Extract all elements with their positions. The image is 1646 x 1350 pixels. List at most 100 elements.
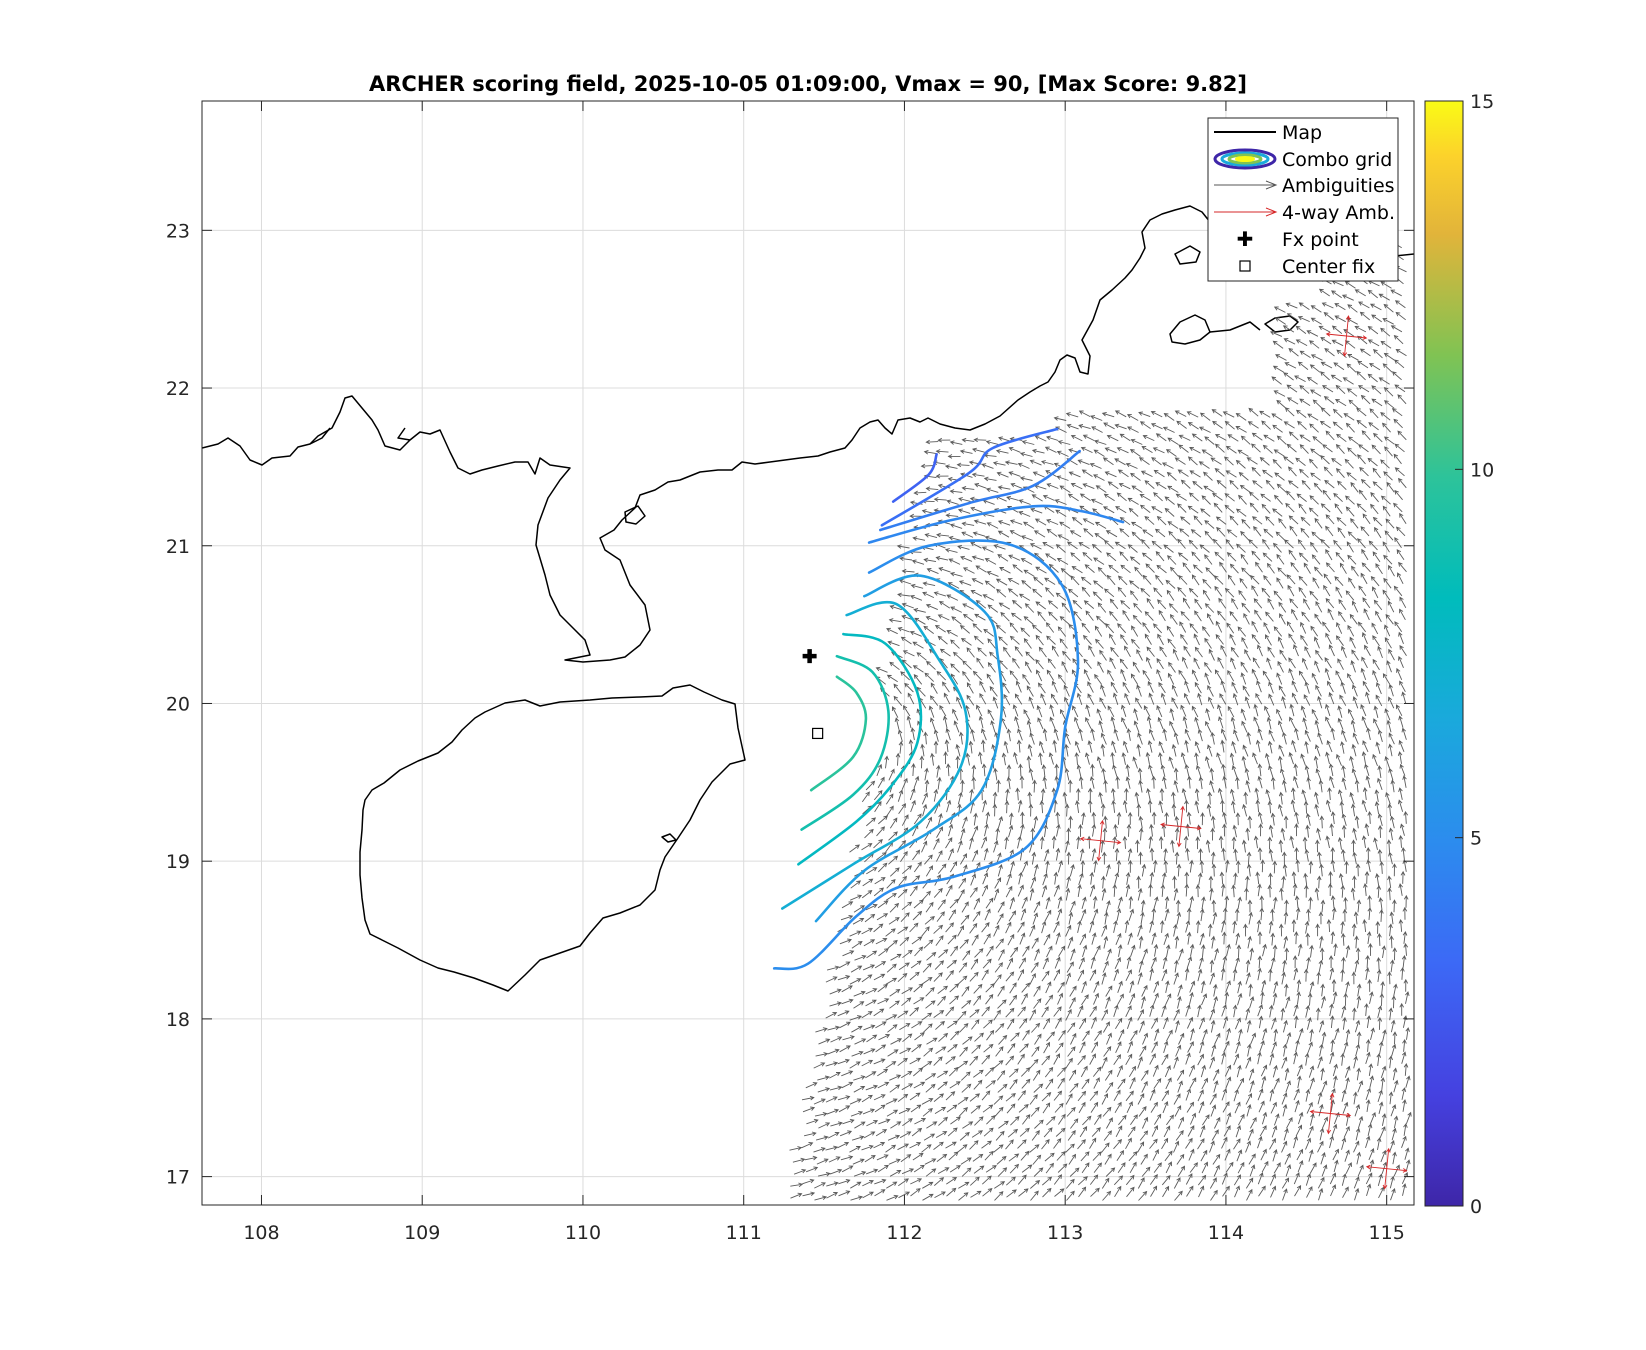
ambiguity-arrow [1205,567,1215,577]
ambiguity-arrow [1082,518,1095,525]
ambiguity-arrow [1397,572,1404,585]
ambiguity-arrow [971,764,977,778]
ambiguity-arrow [1053,1174,1063,1185]
ambiguity-arrow [972,1153,984,1162]
ambiguity-arrow [935,473,949,479]
ambiguity-arrow [1224,456,1234,466]
ambiguity-arrow [1329,1172,1337,1185]
ambiguity-arrow [873,887,885,897]
ambiguity-arrow [1304,764,1310,778]
ambiguity-arrow [986,1029,995,1041]
ambiguity-arrow [1257,763,1263,777]
ambiguity-arrow [1345,422,1355,433]
ambiguity-arrow [1375,610,1382,623]
ambiguity-arrow [866,1119,879,1127]
ambiguity-arrow [1351,565,1359,577]
ambiguity-arrow [1142,948,1148,961]
ambiguity-arrow [1320,455,1330,465]
ambiguity-arrow [1168,603,1179,613]
ambiguity-arrow [1091,823,1097,837]
ambiguity-arrow [1112,692,1119,705]
ambiguity-arrow [1353,911,1359,925]
ambiguity-arrow [913,997,925,1005]
ambiguity-arrow [949,995,960,1005]
ambiguity-arrow [1027,743,1033,757]
ambiguity-arrow [1034,1033,1042,1045]
x-tick-label: 115 [1369,1222,1405,1244]
ambiguity-arrow [889,988,901,997]
ambiguity-arrow [1153,587,1163,598]
four-way-arrow [1079,836,1101,842]
ambiguity-arrow [1395,526,1406,537]
ambiguity-arrow [1207,791,1213,805]
ambiguity-arrow [1380,340,1392,349]
ambiguity-arrow [1282,863,1288,877]
ambiguity-arrow [1368,1063,1374,1076]
ambiguity-arrow [1255,739,1261,753]
ambiguity-arrow [921,926,930,937]
ambiguity-arrow [900,671,911,681]
ambiguity-arrow [1305,932,1311,946]
ambiguity-arrow [1082,483,1095,490]
ambiguity-arrow [1007,933,1015,946]
ambiguity-arrow [1136,684,1142,697]
ambiguity-arrow [1177,469,1189,477]
ambiguity-arrow [1270,956,1276,970]
ambiguity-arrow [1283,456,1294,465]
ambiguity-arrow [1046,635,1056,645]
ambiguity-arrow [1069,985,1077,997]
ambiguity-arrow [993,767,998,781]
ambiguity-arrow [1257,811,1263,825]
ambiguity-arrow [1161,1053,1169,1066]
ambiguity-arrow [1213,983,1218,997]
ambiguity-arrow [1278,685,1286,697]
ambiguity-arrow [937,1070,949,1078]
ambiguity-arrow [1310,472,1321,481]
ambiguity-arrow [901,997,912,1007]
ambiguity-arrow [1068,815,1073,829]
ambiguity-arrow [998,1034,1008,1045]
ambiguity-arrow [1008,1068,1019,1078]
ambiguity-arrow [1394,443,1405,453]
ambiguity-arrow [1403,942,1409,956]
ambiguity-arrow [889,1074,902,1081]
ambiguity-arrow [1016,739,1022,753]
ambiguity-arrow [947,1044,958,1053]
ambiguity-arrow [1314,517,1323,529]
ambiguity-arrow [985,811,991,825]
ambiguity-arrow [888,768,895,781]
ambiguity-arrow [1238,471,1249,481]
ambiguity-arrow [1198,461,1210,469]
ambiguity-arrow [973,812,978,826]
ambiguity-arrow [1129,980,1135,993]
ambiguity-arrow [1184,871,1190,885]
ambiguity-arrow [1109,657,1116,670]
ambiguity-arrow [1265,634,1272,646]
ambiguity-arrow [1081,994,1089,1006]
ambiguity-arrow [925,486,939,492]
ambiguity-arrow [1215,516,1227,525]
ambiguity-arrow [1308,1149,1314,1162]
ambiguity-arrow [1198,426,1211,433]
ambiguity-arrow [1390,325,1403,333]
ambiguity-arrow [890,953,902,961]
ambiguity-arrow [1189,623,1199,634]
ambiguity-arrow [1335,551,1345,562]
ambiguity-arrow [877,984,888,993]
ambiguity-arrow [1251,432,1263,441]
ambiguity-arrow [913,607,926,613]
ambiguity-arrow [1330,727,1335,741]
ambiguity-arrow [1057,534,1070,541]
ambiguity-arrow [933,788,939,802]
ambiguity-arrow [981,1054,991,1065]
ambiguity-arrow [1250,1032,1257,1045]
ambiguity-arrow [1344,1149,1350,1162]
ambiguity-arrow [1334,315,1346,323]
ambiguity-arrow [853,1085,866,1093]
ambiguity-arrow [946,499,959,505]
ambiguity-arrow [1305,1088,1311,1102]
ambiguity-arrow [1336,349,1347,359]
ambiguity-arrow [1189,470,1201,478]
ambiguity-arrow [1295,907,1301,921]
ambiguity-arrow [1335,635,1344,646]
